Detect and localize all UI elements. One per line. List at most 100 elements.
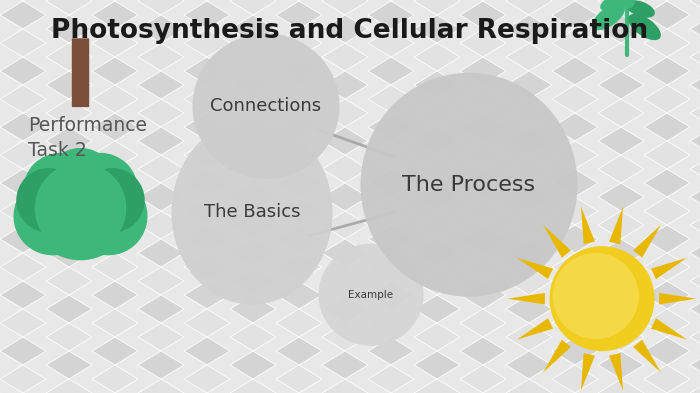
Polygon shape xyxy=(230,155,276,183)
Polygon shape xyxy=(138,0,184,15)
Polygon shape xyxy=(552,29,598,57)
Polygon shape xyxy=(46,239,92,267)
Polygon shape xyxy=(506,295,552,323)
Polygon shape xyxy=(276,1,322,29)
Polygon shape xyxy=(138,127,184,155)
Polygon shape xyxy=(644,29,690,57)
Polygon shape xyxy=(633,340,661,373)
Polygon shape xyxy=(644,141,690,169)
Polygon shape xyxy=(276,141,322,169)
Text: Photosynthesis and Cellular Respiration: Photosynthesis and Cellular Respiration xyxy=(51,18,649,44)
Polygon shape xyxy=(184,197,230,225)
Polygon shape xyxy=(609,207,623,244)
Polygon shape xyxy=(184,113,230,141)
Polygon shape xyxy=(552,197,598,225)
Polygon shape xyxy=(92,197,138,225)
Polygon shape xyxy=(184,309,230,337)
Polygon shape xyxy=(368,57,414,85)
Polygon shape xyxy=(184,365,230,393)
Text: Performance
Task 2: Performance Task 2 xyxy=(28,116,147,160)
Polygon shape xyxy=(92,337,138,365)
Ellipse shape xyxy=(318,244,424,346)
Polygon shape xyxy=(92,85,138,113)
Polygon shape xyxy=(92,113,138,141)
Polygon shape xyxy=(0,281,46,309)
Polygon shape xyxy=(598,155,644,183)
Polygon shape xyxy=(92,309,138,337)
Polygon shape xyxy=(543,225,571,258)
Polygon shape xyxy=(92,169,138,197)
Polygon shape xyxy=(276,0,322,1)
Polygon shape xyxy=(644,309,690,337)
Polygon shape xyxy=(644,169,690,197)
Polygon shape xyxy=(184,29,230,57)
Polygon shape xyxy=(644,0,690,1)
Polygon shape xyxy=(184,57,230,85)
Polygon shape xyxy=(460,1,506,29)
Polygon shape xyxy=(138,15,184,43)
Polygon shape xyxy=(230,99,276,127)
Polygon shape xyxy=(230,379,276,393)
Polygon shape xyxy=(460,253,506,281)
Polygon shape xyxy=(368,281,414,309)
Polygon shape xyxy=(0,309,46,337)
Polygon shape xyxy=(368,113,414,141)
Polygon shape xyxy=(598,379,644,393)
Ellipse shape xyxy=(193,33,340,179)
Polygon shape xyxy=(276,337,322,365)
Polygon shape xyxy=(322,0,368,15)
Polygon shape xyxy=(598,239,644,267)
Polygon shape xyxy=(368,0,414,1)
Polygon shape xyxy=(184,225,230,253)
Polygon shape xyxy=(322,323,368,351)
Polygon shape xyxy=(506,71,552,99)
Polygon shape xyxy=(414,267,460,295)
Circle shape xyxy=(45,148,116,219)
Polygon shape xyxy=(92,365,138,393)
Polygon shape xyxy=(690,267,700,295)
Polygon shape xyxy=(690,71,700,99)
Polygon shape xyxy=(276,57,322,85)
Polygon shape xyxy=(552,0,598,1)
Polygon shape xyxy=(414,155,460,183)
Polygon shape xyxy=(322,43,368,71)
Polygon shape xyxy=(506,99,552,127)
Polygon shape xyxy=(506,183,552,211)
Ellipse shape xyxy=(172,120,332,305)
Polygon shape xyxy=(598,127,644,155)
Polygon shape xyxy=(184,337,230,365)
Polygon shape xyxy=(368,197,414,225)
Polygon shape xyxy=(46,183,92,211)
Polygon shape xyxy=(322,15,368,43)
Polygon shape xyxy=(552,253,598,281)
Polygon shape xyxy=(552,169,598,197)
Text: The Process: The Process xyxy=(402,175,536,195)
Polygon shape xyxy=(46,15,92,43)
Polygon shape xyxy=(322,99,368,127)
Polygon shape xyxy=(230,239,276,267)
Circle shape xyxy=(29,156,132,260)
Polygon shape xyxy=(138,379,184,393)
Polygon shape xyxy=(644,365,690,393)
Polygon shape xyxy=(0,85,46,113)
Polygon shape xyxy=(0,365,46,393)
Polygon shape xyxy=(368,85,414,113)
Circle shape xyxy=(16,168,80,233)
Polygon shape xyxy=(230,183,276,211)
Ellipse shape xyxy=(628,14,661,40)
Ellipse shape xyxy=(626,0,654,18)
Polygon shape xyxy=(230,15,276,43)
Polygon shape xyxy=(0,29,46,57)
Polygon shape xyxy=(46,351,92,379)
Polygon shape xyxy=(414,99,460,127)
Polygon shape xyxy=(276,169,322,197)
Polygon shape xyxy=(276,365,322,393)
Polygon shape xyxy=(690,239,700,267)
Polygon shape xyxy=(46,127,92,155)
Polygon shape xyxy=(46,379,92,393)
Polygon shape xyxy=(46,43,92,71)
Polygon shape xyxy=(276,197,322,225)
Text: The Basics: The Basics xyxy=(204,203,300,221)
Polygon shape xyxy=(322,267,368,295)
Polygon shape xyxy=(598,71,644,99)
